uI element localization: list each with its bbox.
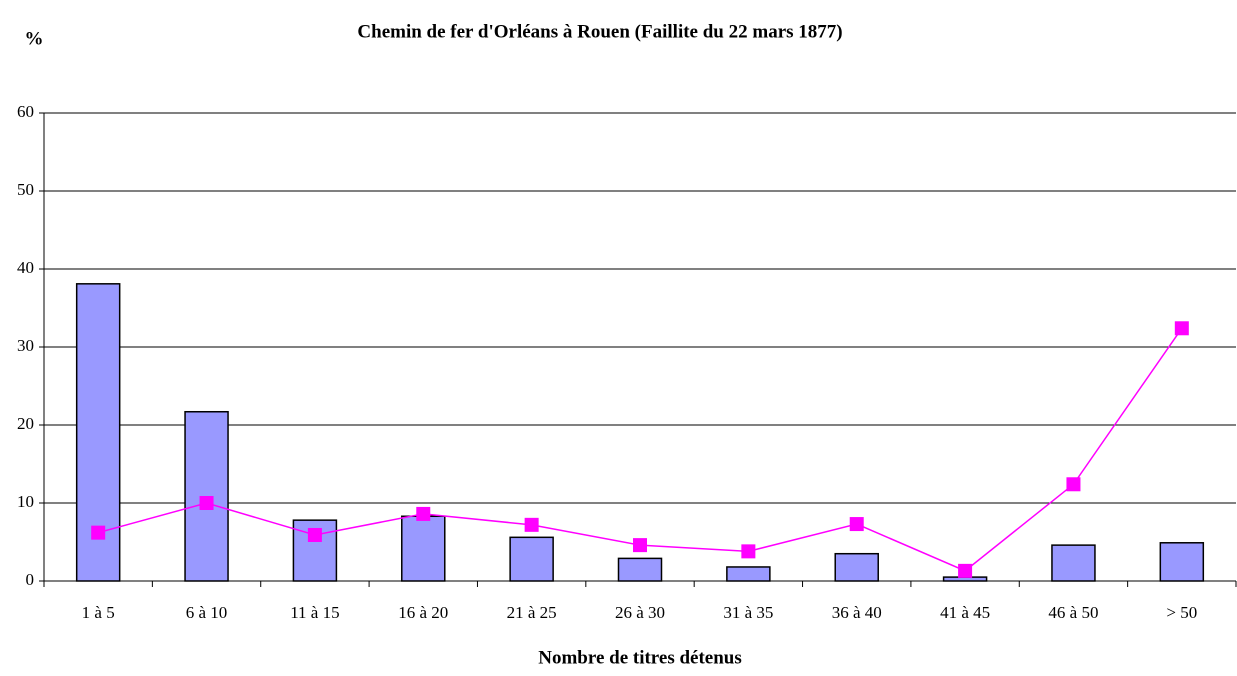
- marker: [524, 517, 539, 532]
- x-axis-label: Nombre de titres détenus: [538, 647, 742, 668]
- x-tick-label: 11 à 15: [290, 603, 339, 622]
- x-tick-label: 1 à 5: [82, 603, 115, 622]
- line: [97, 327, 1183, 572]
- x-tick-label: 31 à 35: [723, 603, 773, 622]
- bar: [834, 552, 879, 582]
- marker: [849, 517, 864, 532]
- x-tick-label: 21 à 25: [507, 603, 557, 622]
- y-tick-label: 50: [17, 180, 34, 199]
- bar: [401, 515, 446, 582]
- marker: [416, 506, 431, 521]
- marker: [91, 525, 106, 540]
- x-tick-label: > 50: [1166, 603, 1197, 622]
- bar: [509, 536, 554, 582]
- y-tick-label: 10: [17, 492, 34, 511]
- marker: [307, 527, 322, 542]
- y-tick-label: 60: [17, 102, 34, 121]
- marker: [958, 563, 973, 578]
- y-tick-label: 40: [17, 258, 34, 277]
- x-tick-label: 46 à 50: [1048, 603, 1098, 622]
- bar: [1159, 542, 1205, 582]
- y-axis-label: %: [25, 28, 44, 49]
- marker: [1066, 477, 1081, 492]
- marker: [1174, 321, 1189, 336]
- x-tick-label: 26 à 30: [615, 603, 665, 622]
- x-tick-label: 41 à 45: [940, 603, 990, 622]
- x-tick-label: 16 à 20: [398, 603, 448, 622]
- y-tick-label: 30: [17, 336, 34, 355]
- marker: [741, 544, 756, 559]
- y-tick-label: 0: [26, 570, 35, 589]
- x-tick-label: 36 à 40: [832, 603, 882, 622]
- bar: [617, 557, 663, 582]
- y-tick-label: 20: [17, 414, 34, 433]
- marker: [633, 538, 647, 553]
- bar: [726, 566, 771, 582]
- marker: [199, 496, 214, 510]
- x-tick-label: 6 à 10: [186, 603, 228, 622]
- bar: [1051, 544, 1096, 582]
- chart-title: Chemin de fer d'Orléans à Rouen (Faillit…: [357, 21, 842, 42]
